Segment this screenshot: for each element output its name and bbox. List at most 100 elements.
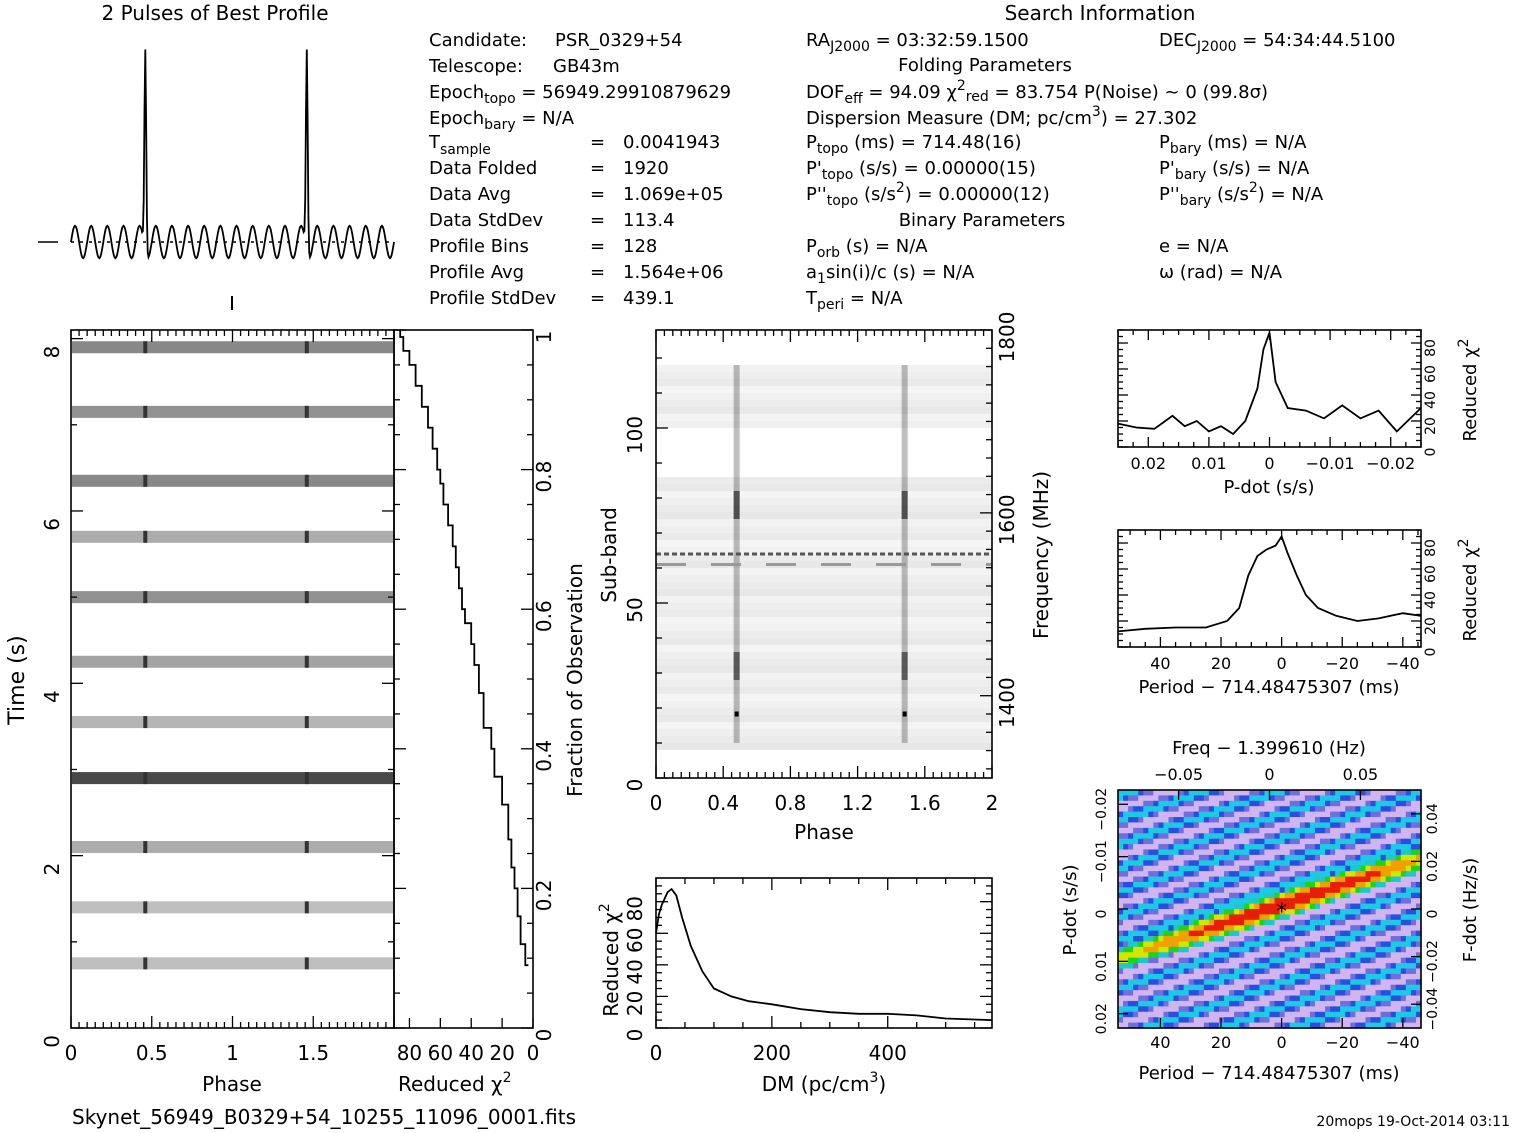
ppdot-cell	[1148, 860, 1154, 867]
ppdot-cell	[1148, 925, 1154, 932]
ppdot-cell	[1163, 800, 1170, 807]
ppdot-cell	[1415, 790, 1422, 797]
subband-row	[656, 680, 992, 687]
ppdot-cell	[1279, 914, 1286, 921]
ppdot-cell	[1183, 844, 1190, 851]
ppdot-cell	[1400, 936, 1407, 943]
ppdot-cell	[1203, 790, 1210, 797]
ppdot-cell	[1320, 838, 1326, 845]
ppdot-cell	[1219, 838, 1225, 845]
ppdot-cell	[1138, 979, 1144, 986]
ppdot-cell	[1294, 903, 1301, 910]
svg-text:=: =	[590, 236, 605, 257]
ppdot-cell	[1213, 822, 1220, 829]
ppdot-cell	[1299, 979, 1306, 986]
ppdot-cell	[1289, 925, 1296, 932]
ppdot-cell	[1284, 1006, 1291, 1013]
ppdot-cell	[1249, 1000, 1255, 1007]
ppdot-cell	[1208, 881, 1215, 888]
ppdot-cell	[1375, 876, 1382, 883]
ppdot-cell	[1193, 898, 1200, 905]
y2-tick-label: 1800	[995, 312, 1019, 363]
ppdot-cell	[1304, 865, 1311, 872]
ppdot-cell	[1128, 865, 1134, 872]
ppdot-cell	[1259, 990, 1266, 997]
ppdot-cell	[1365, 790, 1372, 797]
ppdot-cell	[1133, 957, 1139, 964]
ppdot-cell	[1360, 941, 1367, 948]
ppdot-cell	[1254, 925, 1260, 932]
ppdot-cell	[1289, 865, 1296, 872]
ppdot-cell	[1143, 811, 1149, 818]
profile-stddev-value: 439.1	[623, 288, 675, 309]
ppdot-cell	[1330, 892, 1336, 899]
ppdot-cell	[1168, 822, 1175, 829]
ppdot-cell	[1320, 941, 1326, 948]
ppdot-cell	[1314, 1022, 1321, 1029]
ppdot-cell	[1375, 849, 1382, 856]
ppdot-cell	[1133, 892, 1139, 899]
ppdot-cell	[1350, 871, 1356, 878]
ppdot-cell	[1309, 822, 1316, 829]
ppdot-cell	[1395, 973, 1402, 980]
ppdot-cell	[1244, 795, 1250, 802]
ppdot-cell	[1244, 849, 1250, 856]
ppdot-cell	[1173, 979, 1180, 986]
ppdot-cell	[1234, 795, 1240, 802]
ppdot-cell	[1309, 817, 1316, 824]
ppdot-cell	[1168, 898, 1175, 905]
candidate-value: PSR_0329+54	[555, 30, 683, 51]
ppdot-cell	[1360, 1006, 1367, 1013]
ppdot-cell	[1299, 833, 1306, 840]
ppdot-cell	[1148, 790, 1154, 797]
ppdot-cell	[1148, 795, 1154, 802]
ppdot-cell	[1158, 979, 1165, 986]
ppdot-cell	[1395, 936, 1402, 943]
phase-axis-label-mid: Phase	[794, 820, 854, 844]
ppdot-cell	[1385, 800, 1392, 807]
ppdot-cell	[1153, 822, 1159, 829]
ppdot-cell	[1345, 1006, 1351, 1013]
ppdot-cell	[1198, 1000, 1205, 1007]
ppdot-cell	[1244, 952, 1250, 959]
ppdot-cell	[1249, 876, 1255, 883]
ppdot-cell	[1325, 800, 1331, 807]
ppdot-cell	[1309, 881, 1316, 888]
ppdot-cell	[1380, 941, 1387, 948]
ppdot-cell	[1279, 865, 1286, 872]
ppdot-cell	[1213, 881, 1220, 888]
ppdot-cell	[1198, 914, 1205, 921]
subband-row	[656, 694, 992, 701]
ppdot-cell	[1158, 827, 1165, 834]
ppdot-cell	[1118, 1006, 1124, 1013]
ppdot-cell	[1410, 876, 1417, 883]
ppdot-cell	[1168, 909, 1175, 916]
subband-row	[656, 442, 992, 449]
ppdot-cell	[1239, 968, 1245, 975]
ppdot-cell	[1365, 844, 1372, 851]
ppdot-cell	[1118, 817, 1124, 824]
ppdot-cell	[1274, 790, 1281, 797]
ppdot-cell	[1400, 952, 1407, 959]
ppdot-cell	[1173, 973, 1180, 980]
ppdot-cell	[1249, 952, 1255, 959]
ppdot-cell	[1390, 930, 1397, 937]
ppdot-cell	[1325, 844, 1331, 851]
ppdot-cell	[1173, 930, 1180, 937]
ppdot-cell	[1158, 817, 1165, 824]
ppdot-cell	[1183, 936, 1190, 943]
ppdot-cell	[1123, 952, 1129, 959]
ppdot-cell	[1405, 925, 1412, 932]
subband-row	[656, 743, 992, 750]
ppdot-cell	[1168, 811, 1175, 818]
ppdot-cell	[1193, 860, 1200, 867]
ppdot-cell	[1325, 790, 1331, 797]
ppdot-cell	[1259, 860, 1266, 867]
ppdot-cell	[1405, 946, 1412, 953]
ppdot-cell	[1360, 881, 1367, 888]
freq-axis-label: Freq − 1.399610 (Hz)	[1172, 738, 1366, 759]
ppdot-cell	[1219, 800, 1225, 807]
ppdot-cell	[1219, 952, 1225, 959]
ppdot-cell	[1340, 984, 1346, 991]
